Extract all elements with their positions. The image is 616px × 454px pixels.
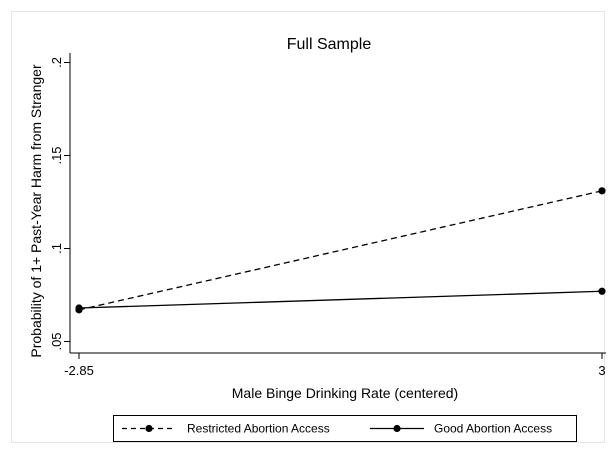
series-layer [75,187,606,314]
y-tick-label: .2 [49,57,64,68]
series-point-1 [598,287,606,295]
y-tick-label: .15 [49,146,64,164]
series-point-0 [598,187,606,195]
legend-box [113,415,577,442]
series-point-1 [75,304,83,312]
legend-label-restricted: Restricted Abortion Access [187,422,330,436]
x-tick-label: 3 [598,363,605,378]
x-axis-label: Male Binge Drinking Rate (centered) [232,385,458,401]
figure-border [11,11,605,443]
legend: Restricted Abortion Access Good Abortion… [113,415,577,442]
series-line-1 [78,290,603,309]
axes: .05 .1 .15 .2 -2.85 3 [49,53,606,378]
chart-title: Full Sample [287,36,372,53]
y-tick-label: .1 [49,243,64,254]
legend-marker-restricted [145,424,153,433]
y-axis-label: Probability of 1+ Past-Year Harm from St… [28,64,44,358]
legend-label-good: Good Abortion Access [434,422,552,436]
legend-marker-good [393,424,401,433]
y-tick-label: .05 [49,332,64,350]
x-tick-label: -2.85 [64,363,94,378]
